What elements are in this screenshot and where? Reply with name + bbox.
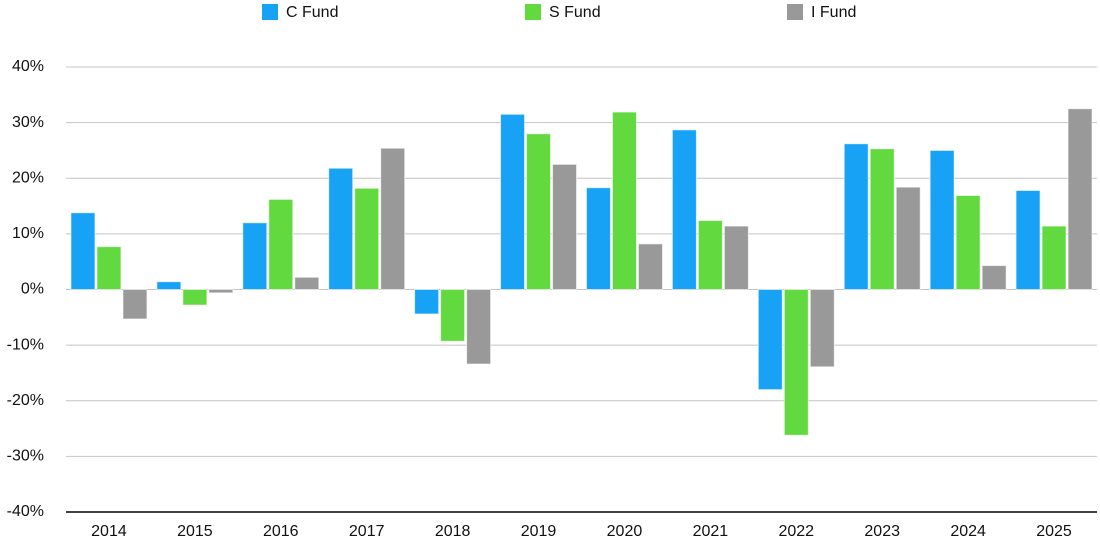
bar [1067, 108, 1093, 290]
legend-label: C Fund [286, 4, 338, 21]
y-tick-label: 30% [12, 114, 44, 131]
y-tick-label: 40% [12, 58, 44, 75]
bar [723, 225, 749, 290]
x-tick-label: 2016 [263, 523, 299, 540]
bar [268, 198, 294, 290]
legend-label: I Fund [811, 4, 856, 21]
legend-swatch [525, 4, 541, 20]
x-tick-label: 2019 [521, 523, 557, 540]
x-tick-label: 2017 [349, 523, 385, 540]
bar [294, 276, 320, 291]
bar [328, 167, 354, 290]
bar [156, 281, 182, 290]
legend-label: S Fund [549, 4, 601, 21]
bar [895, 186, 921, 290]
y-tick-label: 10% [12, 225, 44, 242]
bar [552, 163, 578, 290]
bar [122, 289, 148, 320]
bar [208, 289, 234, 294]
bar [242, 222, 268, 290]
bar [1041, 225, 1067, 290]
y-tick-label: -20% [7, 392, 44, 409]
bar [757, 289, 783, 391]
bar [809, 289, 835, 368]
legend-swatch [787, 4, 803, 20]
bar [955, 194, 981, 290]
x-tick-label: 2021 [693, 523, 729, 540]
bar [354, 187, 380, 290]
bar [611, 111, 637, 291]
bar [500, 113, 526, 290]
bar [96, 246, 122, 290]
legend-swatch [262, 4, 278, 20]
bar [585, 187, 611, 290]
bar [182, 289, 208, 306]
y-tick-label: -10% [7, 336, 44, 353]
bar [1015, 189, 1041, 290]
x-tick-label: 2015 [177, 523, 213, 540]
y-tick-label: 20% [12, 169, 44, 186]
y-tick-label: -40% [7, 503, 44, 520]
x-tick-label: 2023 [864, 523, 900, 540]
x-tick-label: 2018 [435, 523, 471, 540]
x-tick-label: 2022 [778, 523, 814, 540]
bar [843, 143, 869, 290]
y-tick-label: 0% [21, 281, 44, 298]
bar [869, 148, 895, 290]
bar [671, 129, 697, 290]
bar [526, 133, 552, 290]
x-tick-label: 2020 [607, 523, 643, 540]
bar [414, 289, 440, 315]
bar [637, 243, 663, 290]
bar [380, 147, 406, 290]
bar [697, 220, 723, 290]
bar [929, 149, 955, 290]
x-tick-label: 2024 [950, 523, 986, 540]
bar [70, 212, 96, 290]
bar [981, 265, 1007, 290]
x-tick-label: 2014 [91, 523, 127, 540]
bar [783, 289, 809, 436]
x-tick-label: 2025 [1036, 523, 1072, 540]
bar [466, 289, 492, 365]
bar [440, 289, 466, 342]
y-tick-label: -30% [7, 448, 44, 465]
